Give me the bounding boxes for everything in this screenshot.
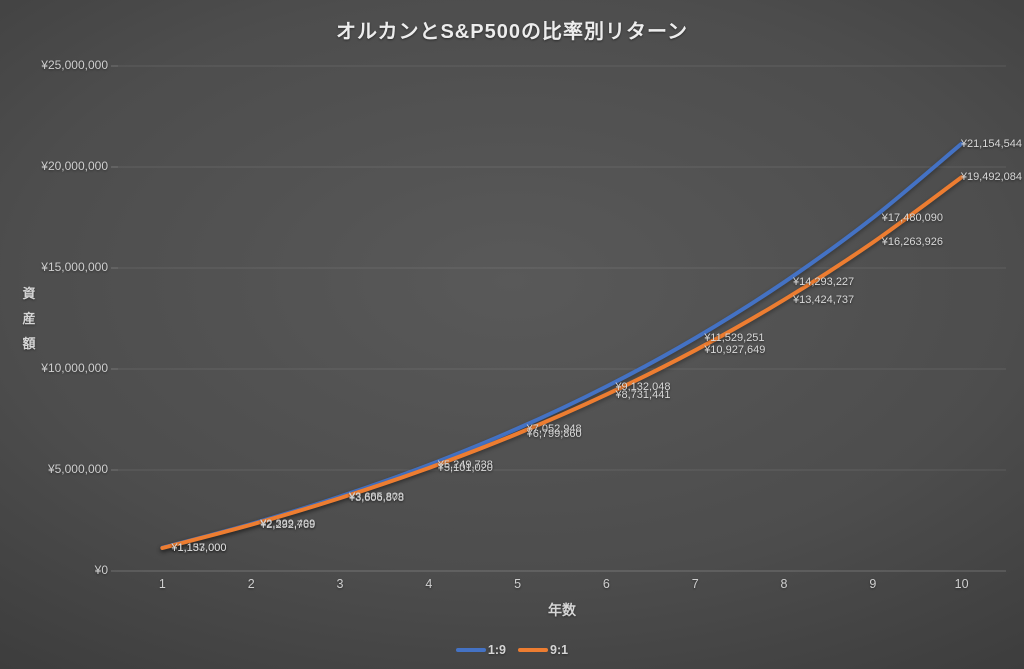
y-tick-label: ¥10,000,000 (41, 361, 108, 375)
data-label-1-9: ¥1,153,000 (171, 541, 227, 554)
x-axis-title: 年数 (548, 602, 576, 618)
x-tick-label: 7 (691, 577, 699, 591)
legend-label-9-1: 9:1 (550, 643, 569, 657)
data-label-9-1: ¥1,137,000 (171, 542, 227, 555)
data-label-9-1: ¥10,927,649 (704, 344, 766, 357)
data-label-9-1: ¥2,292,769 (260, 518, 316, 531)
data-label-1-9: ¥3,685,809 (349, 490, 405, 503)
y-tick-label: ¥15,000,000 (41, 260, 108, 274)
x-tick-label: 9 (869, 577, 877, 591)
y-tick-label: ¥5,000,000 (47, 462, 108, 476)
data-label-1-9: ¥21,154,544 (960, 137, 1022, 150)
x-tick-label: 8 (780, 577, 788, 591)
data-label-1-9: ¥9,132,048 (615, 380, 671, 393)
y-tick-label: ¥25,000,000 (41, 58, 108, 72)
data-label-9-1: ¥13,424,737 (793, 293, 855, 306)
data-label-9-1: ¥5,101,020 (437, 461, 493, 474)
legend-line-swatch-blue-icon (455, 648, 486, 652)
x-tick-label: 6 (602, 577, 610, 591)
series-line-1-9 (160, 141, 964, 550)
x-tick-label: 3 (336, 577, 344, 591)
series-line-9-1 (160, 175, 964, 550)
data-label-1-9: ¥5,249,738 (437, 458, 493, 471)
data-label-1-9: ¥11,529,251 (704, 332, 765, 345)
data-label-1-9: ¥14,293,227 (793, 276, 855, 289)
legend-item-9-1: 9:1 (518, 643, 568, 657)
data-label-9-1: ¥3,606,878 (349, 492, 405, 505)
chart-title: オルカンとS&P500の比率別リターン (336, 21, 688, 43)
y-axis-title: 資産額 (22, 286, 36, 351)
y-tick-label: ¥0 (94, 563, 108, 577)
data-label-9-1: ¥8,731,441 (615, 388, 671, 401)
data-label-1-9: ¥7,052,948 (526, 422, 582, 435)
x-tick-label: 4 (425, 577, 433, 591)
x-tick-label: 1 (158, 577, 166, 591)
x-tick-label: 2 (247, 577, 255, 591)
data-label-9-1: ¥6,799,860 (526, 427, 582, 440)
x-tick-label: 10 (954, 577, 969, 591)
data-label-1-9: ¥2,329,409 (260, 517, 316, 530)
y-tick-label: ¥20,000,000 (41, 159, 108, 173)
x-tick-label: 5 (514, 577, 522, 591)
legend-item-1-9: 1:9 (455, 643, 506, 657)
legend-line-swatch-orange-icon (518, 648, 548, 652)
legend: 1:9 9:1 (0, 641, 1024, 659)
data-label-9-1: ¥19,492,084 (960, 171, 1022, 184)
legend-label-1-9: 1:9 (487, 643, 506, 657)
data-label-1-9: ¥17,480,090 (881, 211, 943, 224)
data-label-9-1: ¥16,263,926 (881, 236, 943, 249)
